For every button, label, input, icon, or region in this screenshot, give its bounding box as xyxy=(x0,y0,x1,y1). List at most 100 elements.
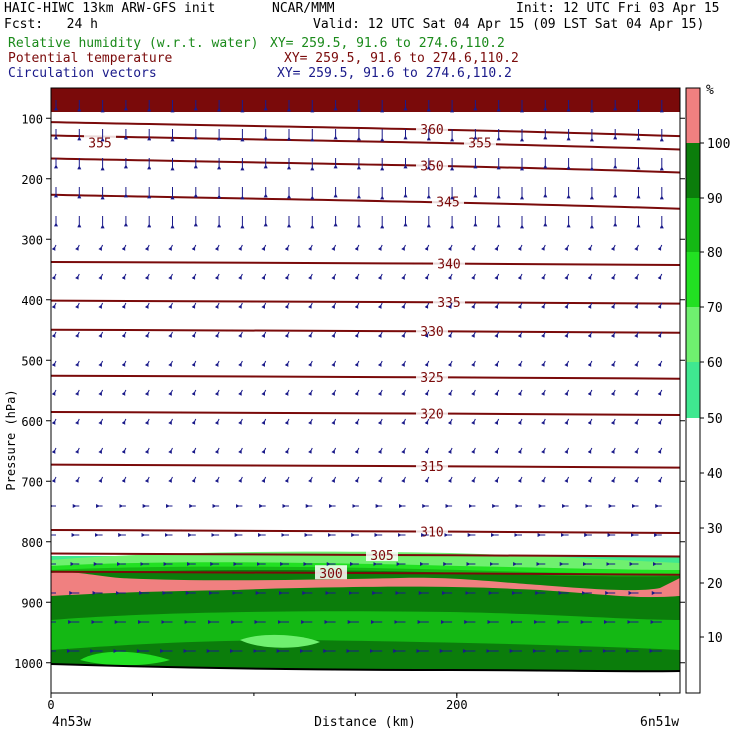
y-tick-label: 100 xyxy=(21,112,43,126)
circulation-vector xyxy=(238,389,243,396)
theta-contour-label: 355 xyxy=(88,136,111,151)
circulation-vector xyxy=(98,360,104,367)
rh-band-60-lower xyxy=(240,634,320,648)
colorbar-tick-label: 60 xyxy=(707,356,723,371)
theta-label-bg xyxy=(84,134,116,149)
circulation-vector xyxy=(494,273,500,280)
circulation-vector xyxy=(587,389,593,396)
theta-contour-label: 335 xyxy=(437,296,460,311)
circulation-vector xyxy=(144,273,150,280)
circulation-vector xyxy=(284,302,290,309)
circulation-vector xyxy=(377,476,383,483)
theta-label-bg xyxy=(433,255,465,270)
circulation-vector xyxy=(587,244,593,251)
y-tick-label: 500 xyxy=(21,354,43,368)
circulation-vector xyxy=(331,476,337,483)
circulation-vector xyxy=(144,331,150,338)
circulation-vector xyxy=(424,360,430,367)
circulation-vector xyxy=(75,418,80,425)
circulation-vector xyxy=(657,244,663,251)
circulation-vector xyxy=(284,447,290,454)
circulation-vector xyxy=(191,302,197,309)
circulation-vector xyxy=(75,447,80,454)
circulation-vector xyxy=(51,302,57,309)
circulation-vector xyxy=(471,360,476,367)
circulation-vector xyxy=(657,302,663,309)
circulation-vector xyxy=(447,360,453,367)
theta-contour xyxy=(51,552,680,558)
colorbar-swatch xyxy=(686,88,700,143)
circulation-vector xyxy=(401,302,406,309)
circulation-vector xyxy=(214,273,220,280)
circulation-vector xyxy=(214,447,220,454)
circulation-vector xyxy=(354,389,360,396)
circulation-vector xyxy=(471,273,476,280)
circulation-vector xyxy=(377,360,383,367)
circulation-vector xyxy=(121,360,127,367)
circulation-vector xyxy=(214,418,220,425)
circulation-vector xyxy=(331,418,337,425)
circulation-vector xyxy=(214,244,220,251)
circulation-vector xyxy=(144,476,150,483)
circulation-vector xyxy=(284,476,290,483)
circulation-vector xyxy=(284,389,290,396)
circulation-vector xyxy=(121,244,127,251)
theta-label-bg xyxy=(433,294,465,309)
colorbar-unit: % xyxy=(706,83,714,98)
theta-contour xyxy=(51,328,680,334)
circulation-vector xyxy=(354,360,360,367)
circulation-vector xyxy=(284,360,290,367)
theta-label-bg xyxy=(315,565,347,580)
circulation-vector xyxy=(168,302,173,309)
theta-label-bg xyxy=(416,458,448,473)
circulation-vector xyxy=(447,273,453,280)
circulation-vector xyxy=(587,476,593,483)
surface-line xyxy=(51,663,680,673)
circulation-vector xyxy=(331,273,337,280)
circulation-vector xyxy=(121,447,127,454)
circulation-vector xyxy=(51,389,57,396)
circulation-vector xyxy=(331,447,337,454)
circulation-vector xyxy=(261,389,267,396)
colorbar-swatch xyxy=(686,418,700,693)
circulation-vector xyxy=(51,360,57,367)
circulation-vector xyxy=(168,331,173,338)
colorbar-tick-label: 40 xyxy=(707,467,723,482)
circulation-vector xyxy=(144,418,150,425)
theta-contour-label: 355 xyxy=(468,136,491,151)
circulation-vector xyxy=(610,360,616,367)
theta-contour-label: 300 xyxy=(319,567,342,582)
circulation-vector xyxy=(168,447,173,454)
circulation-vector xyxy=(541,331,546,338)
circulation-vector xyxy=(308,418,313,425)
x-start-label: 4n53w xyxy=(52,715,91,730)
circulation-vector xyxy=(98,447,104,454)
circulation-vector xyxy=(541,302,546,309)
circulation-vector xyxy=(284,244,290,251)
circulation-vector xyxy=(634,302,639,309)
circulation-vector xyxy=(541,360,546,367)
circulation-vector xyxy=(401,244,406,251)
circulation-vector xyxy=(261,447,267,454)
theta-contour-label: 320 xyxy=(420,407,443,422)
circulation-vector xyxy=(564,418,570,425)
circulation-vector xyxy=(98,331,104,338)
circulation-vector xyxy=(98,273,104,280)
circulation-vector xyxy=(657,447,663,454)
rh-colorbar: % 10 20 30 40 50 60 70 80 90 100 xyxy=(685,83,730,694)
circulation-vector xyxy=(634,389,639,396)
circulation-vector xyxy=(308,389,313,396)
circulation-vector xyxy=(168,418,173,425)
theta-label-bg xyxy=(416,121,448,136)
y-tick-label: 600 xyxy=(21,415,43,429)
theta-contour xyxy=(51,374,680,380)
circulation-vector xyxy=(98,244,104,251)
circulation-vector xyxy=(238,302,243,309)
circulation-vector xyxy=(657,360,663,367)
circulation-vector xyxy=(191,360,197,367)
theta-contour xyxy=(51,410,680,416)
circulation-vector xyxy=(51,331,57,338)
theta-label-bg xyxy=(416,369,448,384)
colorbar-tick-label: 50 xyxy=(707,412,723,427)
y-tick-label: 400 xyxy=(21,294,43,308)
